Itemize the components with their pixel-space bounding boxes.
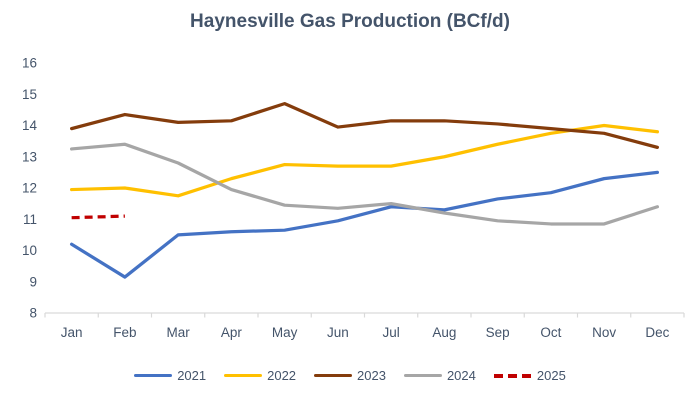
legend-label-2022: 2022 <box>267 368 297 383</box>
legend-item-2023: 2023 <box>314 368 386 383</box>
x-axis-tick-label: Oct <box>540 325 561 340</box>
y-axis-tick-label: 10 <box>22 243 37 258</box>
y-axis-tick-label: 11 <box>23 212 37 227</box>
x-axis-tick-label: Mar <box>167 325 191 340</box>
x-axis-tick-label: Jun <box>327 325 349 340</box>
chart-legend: 2021 2022 2023 2024 2025 <box>0 368 700 383</box>
legend-item-2021: 2021 <box>134 368 206 383</box>
legend-label-2023: 2023 <box>357 368 386 383</box>
chart-title: Haynesville Gas Production (BCf/d) <box>190 11 510 32</box>
legend-label-2025: 2025 <box>536 368 566 383</box>
y-axis-tick-label: 9 <box>29 274 37 289</box>
legend-swatch-2025 <box>493 373 532 378</box>
x-axis-tick-label: Jan <box>61 325 83 340</box>
y-axis-tick-label: 14 <box>22 118 38 133</box>
x-axis-tick-label: Feb <box>113 325 136 340</box>
y-axis-tick-label: 12 <box>22 181 37 196</box>
x-axis-tick-label: Sep <box>486 325 510 340</box>
series-line-2023 <box>70 102 659 149</box>
series-line-2025 <box>71 214 125 220</box>
y-axis-tick-label: 8 <box>29 306 37 321</box>
legend-item-2022: 2022 <box>224 368 296 383</box>
x-axis-tick-label: Dec <box>645 325 669 340</box>
x-axis-tick-label: Jul <box>382 325 399 340</box>
legend-swatch-2024 <box>403 373 442 378</box>
legend-swatch-2023 <box>314 373 353 378</box>
legend-label-2021: 2021 <box>177 368 207 383</box>
x-axis-tick-label: Aug <box>432 325 456 340</box>
series-line-2024 <box>70 142 659 226</box>
y-axis-tick-label: 15 <box>22 87 37 102</box>
series-line-2022 <box>70 123 659 198</box>
x-axis-tick-label: Nov <box>592 325 616 340</box>
legend-swatch-2021 <box>134 373 173 378</box>
legend-label-2024: 2024 <box>446 368 476 383</box>
y-axis-tick-label: 13 <box>22 149 37 164</box>
y-axis-tick-label: 16 <box>22 56 37 71</box>
x-axis-tick-label: May <box>272 325 298 340</box>
x-axis-tick-label: Apr <box>221 325 243 340</box>
series-line-2021 <box>70 170 659 279</box>
legend-item-2025: 2025 <box>493 368 566 383</box>
legend-item-2024: 2024 <box>403 368 476 383</box>
legend-swatch-2022 <box>224 373 263 378</box>
